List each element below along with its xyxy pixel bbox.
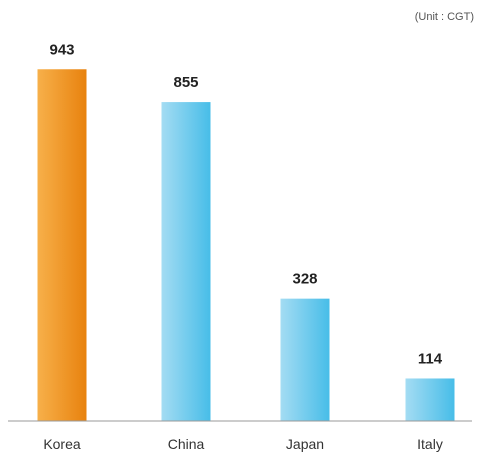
unit-note: (Unit : CGT): [415, 11, 474, 23]
value-label-korea: 943: [49, 41, 74, 58]
bars-group: 943 Korea 855 China 328 Japan 114 Italy: [38, 41, 455, 452]
value-label-italy: 114: [418, 350, 443, 367]
value-label-japan: 328: [292, 271, 317, 288]
x-tick-label-japan: Japan: [286, 436, 324, 452]
x-tick-label-italy: Italy: [417, 436, 443, 452]
bar-china: [162, 102, 211, 421]
x-tick-label-china: China: [168, 436, 205, 452]
bar-japan: [281, 299, 330, 421]
bar-italy: [406, 378, 455, 421]
x-tick-label-korea: Korea: [43, 436, 81, 452]
value-label-china: 855: [173, 74, 198, 91]
bar-korea: [38, 69, 87, 421]
